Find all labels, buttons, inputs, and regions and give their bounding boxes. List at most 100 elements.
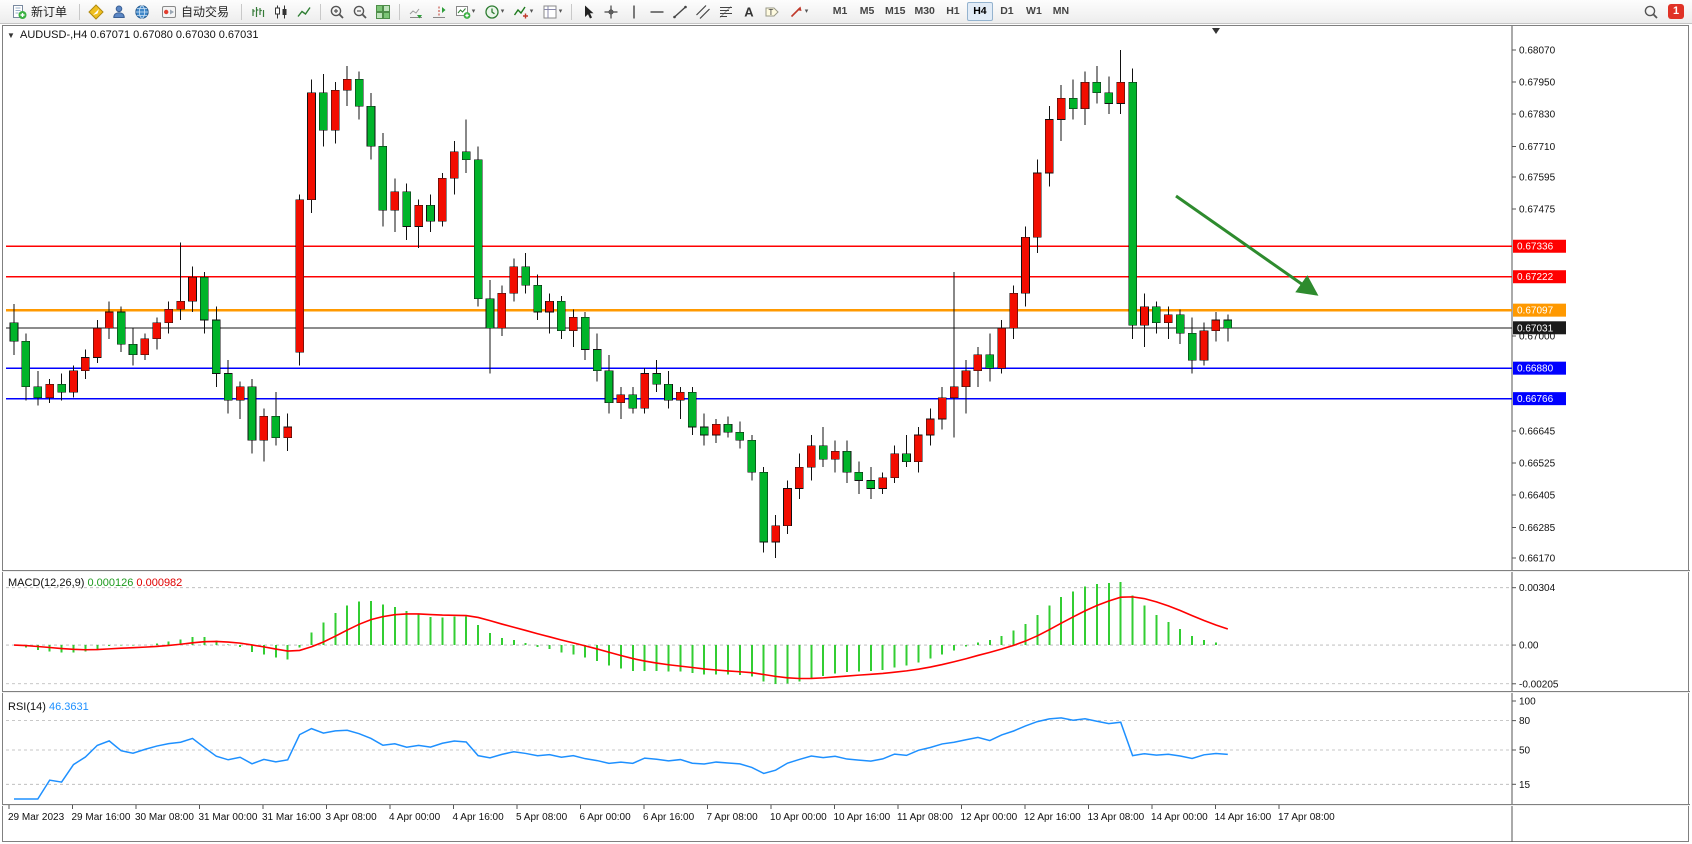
rsi-label: RSI(14) 46.3631 <box>8 701 89 713</box>
new-order-button[interactable]: 新订单 <box>4 1 74 22</box>
svg-text:7 Apr 08:00: 7 Apr 08:00 <box>707 812 759 823</box>
timeframe-d1-button[interactable]: D1 <box>994 2 1020 21</box>
notification-badge[interactable]: 1 <box>1668 4 1684 19</box>
chart-canvas[interactable]: ▼ AUDUSD-,H4 0.67071 0.67080 0.67030 0.67… <box>0 24 1692 844</box>
arrows-tool-button[interactable]: ▾ <box>784 1 812 22</box>
zoom-out-icon <box>353 5 367 19</box>
indicators-button[interactable]: ▾ <box>509 1 537 22</box>
crosshair-tool-button[interactable] <box>600 1 622 22</box>
macd-signal-line <box>13 596 1229 680</box>
channel-icon <box>696 4 710 19</box>
timeframe-h1-button[interactable]: H1 <box>940 2 966 21</box>
chart-window: ▼ AUDUSD-,H4 0.67071 0.67080 0.67030 0.67… <box>0 24 1692 844</box>
new-chart-button[interactable]: ▾ <box>451 1 479 22</box>
templates-button[interactable]: ▾ <box>538 1 566 22</box>
autotrading-label: 自动交易 <box>181 5 230 19</box>
zoom-out-button[interactable] <box>349 1 371 22</box>
chart-ohlc-header: AUDUSD-,H4 0.67071 0.67080 0.67030 0.670… <box>20 29 259 41</box>
timeframe-m5-button[interactable]: M5 <box>854 2 880 21</box>
crosshair-icon <box>604 5 618 18</box>
dropdown-caret: ▾ <box>804 8 809 15</box>
svg-text:0.67097: 0.67097 <box>1517 306 1554 317</box>
chart-shift-button[interactable] <box>428 1 450 22</box>
svg-text:6 Apr 16:00: 6 Apr 16:00 <box>643 812 695 823</box>
svg-text:3 Apr 08:00: 3 Apr 08:00 <box>326 812 378 823</box>
timeframe-m1-button[interactable]: M1 <box>827 2 853 21</box>
arrows-icon <box>790 6 802 17</box>
autotrading-icon <box>162 5 177 18</box>
toolbar-separator <box>571 3 573 20</box>
rsi-pane: 100 80 50 15 RSI(14) 46.3631 <box>6 697 1536 800</box>
svg-text:30 Mar 08:00: 30 Mar 08:00 <box>135 812 194 823</box>
horizontal-line-tool-button[interactable] <box>646 1 668 22</box>
rsi-line <box>14 717 1228 800</box>
candlestick-chart-button[interactable] <box>270 1 292 22</box>
svg-text:11 Apr 08:00: 11 Apr 08:00 <box>897 812 953 823</box>
svg-text:0.67000: 0.67000 <box>1519 332 1556 343</box>
svg-text:0.68070: 0.68070 <box>1519 46 1556 57</box>
line-chart-button[interactable] <box>293 1 315 22</box>
trend-arrow-annotation[interactable] <box>1175 194 1319 296</box>
zoom-in-button[interactable] <box>326 1 348 22</box>
profile-icon <box>113 5 125 18</box>
svg-text:T: T <box>769 7 774 16</box>
search-button[interactable] <box>1640 1 1662 22</box>
support-line-2-price-tag <box>1513 392 1566 406</box>
svg-text:13 Apr 08:00: 13 Apr 08:00 <box>1088 812 1145 823</box>
chart-shift-icon <box>433 6 446 18</box>
profile-button[interactable] <box>108 1 130 22</box>
toolbar-separator <box>320 3 322 20</box>
vertical-line-icon <box>633 5 635 18</box>
candlestick-series <box>9 50 1233 558</box>
trendline-tool-button[interactable] <box>669 1 691 22</box>
resistance-line-2-price-tag <box>1513 270 1566 284</box>
search-icon <box>1644 5 1658 19</box>
toolbar-right-group: 1 <box>1640 1 1688 22</box>
indicators-icon <box>513 6 528 18</box>
new-order-label: 新订单 <box>31 5 68 19</box>
pivot-line-orange-price-tag <box>1513 303 1566 317</box>
timeframe-m30-button[interactable]: M30 <box>910 2 938 21</box>
periods-button[interactable]: ▾ <box>480 1 508 22</box>
channel-tool-button[interactable] <box>692 1 714 22</box>
svg-text:0.66880: 0.66880 <box>1517 364 1554 375</box>
community-button[interactable] <box>131 1 153 22</box>
chart-collapse-arrow[interactable]: ▼ <box>7 31 15 40</box>
dropdown-caret: ▾ <box>471 8 476 15</box>
dropdown-caret: ▾ <box>529 8 534 15</box>
vertical-line-tool-button[interactable] <box>623 1 645 22</box>
metaeditor-button[interactable] <box>85 1 107 22</box>
svg-text:0.67222: 0.67222 <box>1517 272 1554 283</box>
svg-text:0.66525: 0.66525 <box>1519 459 1556 470</box>
tile-windows-button[interactable] <box>372 1 394 22</box>
timeframe-mn-button[interactable]: MN <box>1048 2 1074 21</box>
new-chart-icon <box>455 5 471 19</box>
text-tool-button[interactable]: A <box>738 1 760 22</box>
timeframe-group: M1 M5 M15 M30 H1 H4 D1 W1 MN <box>827 2 1074 21</box>
price-axis[interactable]: 0.68070 0.67950 0.67830 0.67710 0.67595 0.674… <box>1512 46 1566 565</box>
svg-text:0.66766: 0.66766 <box>1517 394 1554 405</box>
timeframe-w1-button[interactable]: W1 <box>1021 2 1047 21</box>
cursor-tool-button[interactable] <box>577 1 599 22</box>
timeframe-h4-button[interactable]: H4 <box>966 2 993 21</box>
text-icon: A <box>744 4 754 19</box>
zoom-in-icon <box>330 5 344 19</box>
main-price-pane[interactable]: ▼ AUDUSD-,H4 0.67071 0.67080 0.67030 0.67… <box>6 28 1512 558</box>
fibonacci-tool-button[interactable] <box>715 1 737 22</box>
auto-scroll-button[interactable] <box>405 1 427 22</box>
toolbar-separator <box>399 3 401 20</box>
metaeditor-icon <box>88 3 104 20</box>
svg-text:6 Apr 00:00: 6 Apr 00:00 <box>580 812 632 823</box>
timeframe-m15-button[interactable]: M15 <box>881 2 909 21</box>
main-toolbar: 新订单 自动交易 <box>0 0 1692 24</box>
tile-windows-icon <box>376 4 391 19</box>
svg-text:29 Mar 16:00: 29 Mar 16:00 <box>72 812 131 823</box>
time-axis[interactable]: 29 Mar 2023 29 Mar 16:00 30 Mar 08:00 31 Ma… <box>8 805 1335 823</box>
label-tool-button[interactable]: T <box>761 1 783 22</box>
bars-chart-button[interactable] <box>247 1 269 22</box>
autotrading-button[interactable]: 自动交易 <box>154 1 236 22</box>
svg-text:0.67950: 0.67950 <box>1519 78 1556 89</box>
chart-shift-marker[interactable] <box>1212 28 1220 34</box>
macd-histogram <box>24 582 1229 684</box>
trendline-icon <box>673 5 687 18</box>
